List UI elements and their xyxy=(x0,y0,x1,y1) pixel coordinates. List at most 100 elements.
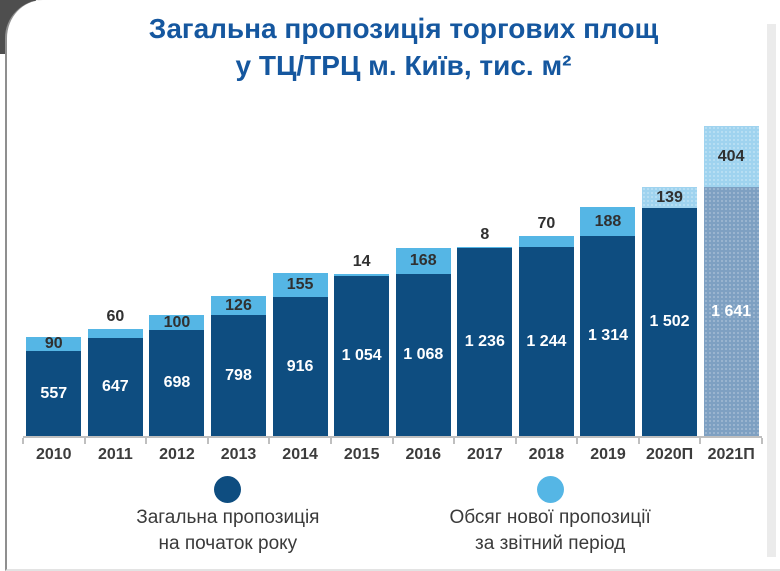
axis-tick xyxy=(453,438,456,444)
new-supply-value-label: 139 xyxy=(656,188,683,206)
base-supply-value-label: 1 244 xyxy=(526,332,567,350)
bar-base-supply-segment: 1 641 xyxy=(703,187,759,436)
x-axis-label-2016: 2016 xyxy=(405,446,442,463)
base-supply-value-label: 916 xyxy=(286,357,314,375)
bar-group-2010: 90 557 xyxy=(23,96,85,436)
legend-item-total-supply: Загальна пропозиція на початок року xyxy=(136,476,319,557)
bar-new-supply-segment: 168 xyxy=(395,248,451,274)
bar-base-supply-segment: 698 xyxy=(149,330,205,436)
chart-title-line1: Загальна пропозиція торгових площ xyxy=(148,13,659,44)
base-supply-value-label: 557 xyxy=(40,384,68,402)
axis-tick xyxy=(637,438,640,444)
bar-base-supply-segment: 647 xyxy=(87,338,143,436)
x-axis-label-2020П: 2020П xyxy=(646,446,694,463)
bar-base-supply-segment: 916 xyxy=(272,297,328,436)
bar-new-supply-segment: 188 xyxy=(580,207,636,236)
slide-edge xyxy=(767,24,776,557)
axis-tick xyxy=(761,438,763,444)
axis-tick xyxy=(699,438,702,444)
chart-title-line2: у ТЦ/ТРЦ м. Київ, тис. м² xyxy=(235,50,572,81)
x-axis-label-2017: 2017 xyxy=(467,446,503,463)
base-supply-value-label: 647 xyxy=(102,378,129,395)
chart-title: Загальна пропозиція торгових площ у ТЦ/Т… xyxy=(47,10,760,84)
chart-card: Загальна пропозиція торгових площ у ТЦ/Т… xyxy=(5,0,780,571)
new-supply-value-label: 126 xyxy=(225,296,252,314)
axis-tick xyxy=(206,438,209,444)
bar-base-supply-segment: 798 xyxy=(211,315,267,436)
new-supply-value-label: 70 xyxy=(537,215,556,232)
new-supply-value-label: 168 xyxy=(409,252,437,269)
axis-tick xyxy=(514,438,517,444)
legend-swatch-light-circle-icon xyxy=(536,476,564,503)
bar-base-supply-segment: 1 314 xyxy=(580,236,636,436)
bar-group-2021П: 404 1 641 xyxy=(700,96,762,436)
x-axis-labels: 2010 2011 2012 2013 2014 2015 2016 2017 2018 2019… xyxy=(23,446,762,464)
bar-base-supply-segment: 1 054 xyxy=(334,276,390,436)
new-supply-value-label: 14 xyxy=(352,253,371,270)
base-supply-value-label: 1 054 xyxy=(341,347,382,364)
bar-base-supply-segment: 1 068 xyxy=(395,274,451,436)
legend-label-line: за звітний період xyxy=(475,533,626,554)
legend-label-new-supply: Обсяг нової пропозиції за звітний період xyxy=(449,505,650,557)
bar-group-2012: 100 698 xyxy=(146,96,208,436)
bar-group-2018: 70 1 244 xyxy=(516,96,578,436)
base-supply-value-label: 1 068 xyxy=(403,346,444,363)
bar-new-supply-segment xyxy=(518,236,574,247)
bar-new-supply-segment: 155 xyxy=(272,273,328,297)
axis-tick xyxy=(268,438,271,444)
axis-tick xyxy=(329,438,332,444)
legend-label-line: Загальна пропозиція xyxy=(136,507,320,528)
x-axis-label-2010: 2010 xyxy=(35,446,72,463)
base-supply-value-label: 1 314 xyxy=(587,327,628,344)
new-supply-value-label: 90 xyxy=(44,335,63,352)
x-axis-label-2011: 2011 xyxy=(98,446,133,463)
x-axis xyxy=(22,436,763,444)
legend-label-total-supply: Загальна пропозиція на початок року xyxy=(136,505,319,557)
legend-label-line: Обсяг нової пропозиції xyxy=(449,507,651,528)
bar-base-supply-segment: 1 244 xyxy=(518,247,574,436)
new-supply-value-label: 8 xyxy=(480,226,490,243)
bar-group-2011: 60 647 xyxy=(85,96,147,436)
legend-swatch-dark-circle-icon xyxy=(214,476,242,503)
x-axis-label-2012: 2012 xyxy=(159,446,195,463)
bar-new-supply-segment: 126 xyxy=(211,296,267,315)
bar-base-supply-segment: 1 502 xyxy=(642,208,698,436)
bar-group-2014: 155 916 xyxy=(269,96,331,436)
bar-group-2017: 8 1 236 xyxy=(454,96,516,436)
bar-base-supply-segment: 1 236 xyxy=(457,248,513,436)
new-supply-value-label: 188 xyxy=(594,212,622,230)
bar-group-2013: 126 798 xyxy=(208,96,270,436)
new-supply-value-label: 404 xyxy=(717,147,745,165)
bar-base-supply-segment: 557 xyxy=(26,351,82,436)
new-supply-value-label: 100 xyxy=(163,313,191,331)
axis-tick xyxy=(576,438,579,444)
chart-legend: Загальна пропозиція на початок року Обся… xyxy=(7,476,780,557)
axis-tick xyxy=(22,438,24,444)
new-supply-value-label: 60 xyxy=(106,308,125,325)
x-axis-label-2018: 2018 xyxy=(528,446,565,463)
axis-tick xyxy=(83,438,86,444)
bar-new-supply-segment xyxy=(334,274,390,276)
x-axis-label-2019: 2019 xyxy=(590,446,626,463)
bar-new-supply-segment: 90 xyxy=(26,335,82,352)
legend-item-new-supply: Обсяг нової пропозиції за звітний період xyxy=(449,476,651,557)
base-supply-value-label: 798 xyxy=(225,366,252,384)
bar-new-supply-segment: 139 xyxy=(642,187,698,208)
bar-new-supply-segment: 100 xyxy=(149,313,205,331)
bar-new-supply-segment: 404 xyxy=(703,126,759,187)
axis-tick xyxy=(391,438,394,444)
base-supply-value-label: 1 641 xyxy=(711,302,752,320)
x-axis-label-2013: 2013 xyxy=(220,446,257,463)
chart-plot: 90 557 60 647 100 698 126 798 155 916 14 1 054 168 1 … xyxy=(23,96,762,436)
axis-tick xyxy=(145,438,148,444)
base-supply-value-label: 1 236 xyxy=(464,333,505,350)
bar-group-2016: 168 1 068 xyxy=(392,96,454,436)
bar-group-2019: 188 1 314 xyxy=(577,96,639,436)
x-axis-label-2021П: 2021П xyxy=(707,446,755,463)
bar-new-supply-segment xyxy=(87,329,143,338)
bar-new-supply-segment xyxy=(457,247,513,248)
x-axis-label-2015: 2015 xyxy=(343,446,380,463)
new-supply-value-label: 155 xyxy=(286,276,314,293)
legend-label-line: на початок року xyxy=(158,533,298,554)
